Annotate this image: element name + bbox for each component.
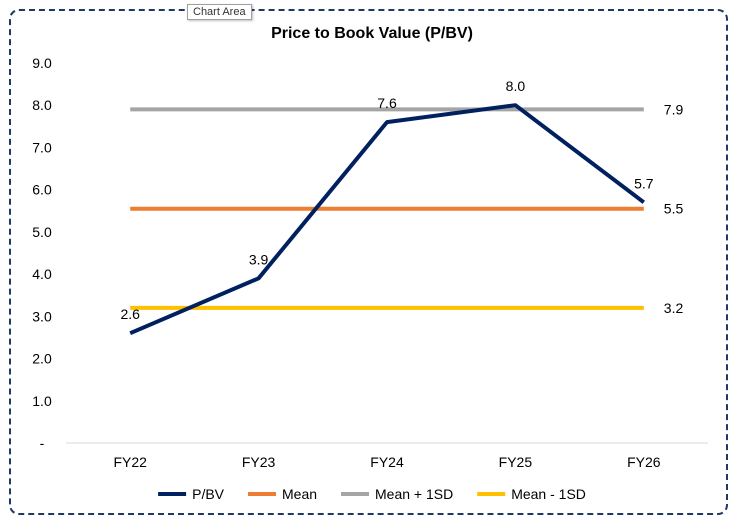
- x-tick-label: FY25: [499, 454, 533, 470]
- y-tick-label: 1.0: [32, 393, 52, 409]
- legend: P/BV Mean Mean + 1SD Mean - 1SD: [158, 486, 586, 502]
- data-label: 2.6: [120, 306, 140, 322]
- legend-item[interactable]: Mean: [248, 486, 317, 502]
- chart-area[interactable]: [9, 9, 728, 515]
- x-tick-label: FY23: [242, 454, 276, 470]
- y-tick-label: 7.0: [32, 139, 52, 155]
- y-tick-label: 2.0: [32, 351, 52, 367]
- data-label: 3.9: [249, 251, 269, 267]
- plot-area: [129, 103, 646, 336]
- y-tick-label: 8.0: [32, 97, 52, 113]
- end-label: 3.2: [664, 300, 684, 316]
- series-line-p-bv[interactable]: [129, 103, 646, 336]
- legend-item[interactable]: Mean - 1SD: [477, 486, 586, 502]
- data-labels: 2.6 3.9 7.6 8.0 5.7 5.5 7.9 3.2: [120, 78, 683, 322]
- x-axis: FY22 FY23 FY24 FY25 FY26: [113, 454, 660, 470]
- chart-area-tooltip: Chart Area: [187, 4, 252, 20]
- data-label: 8.0: [506, 78, 526, 94]
- chart-title: Price to Book Value (P/BV): [271, 25, 473, 42]
- legend-item[interactable]: P/BV: [158, 486, 225, 502]
- y-tick-label: 9.0: [32, 55, 52, 71]
- legend-label: P/BV: [192, 486, 225, 502]
- legend-label: Mean - 1SD: [511, 486, 586, 502]
- data-label: 5.7: [634, 175, 654, 191]
- x-tick-label: FY22: [113, 454, 147, 470]
- y-axis: - 1.0 2.0 3.0 4.0 5.0 6.0 7.0 8.0 9.0: [32, 55, 52, 451]
- end-label: 5.5: [664, 201, 684, 217]
- legend-label: Mean + 1SD: [375, 486, 453, 502]
- end-label: 7.9: [664, 101, 684, 117]
- x-tick-label: FY24: [370, 454, 404, 470]
- y-tick-label: 5.0: [32, 224, 52, 240]
- y-tick-label: 6.0: [32, 182, 52, 198]
- legend-item[interactable]: Mean + 1SD: [341, 486, 453, 502]
- y-tick-label: 3.0: [32, 308, 52, 324]
- x-tick-label: FY26: [627, 454, 661, 470]
- legend-label: Mean: [282, 486, 317, 502]
- y-tick-label: 4.0: [32, 266, 52, 282]
- y-tick-label: -: [40, 435, 45, 451]
- data-label: 7.6: [377, 95, 397, 111]
